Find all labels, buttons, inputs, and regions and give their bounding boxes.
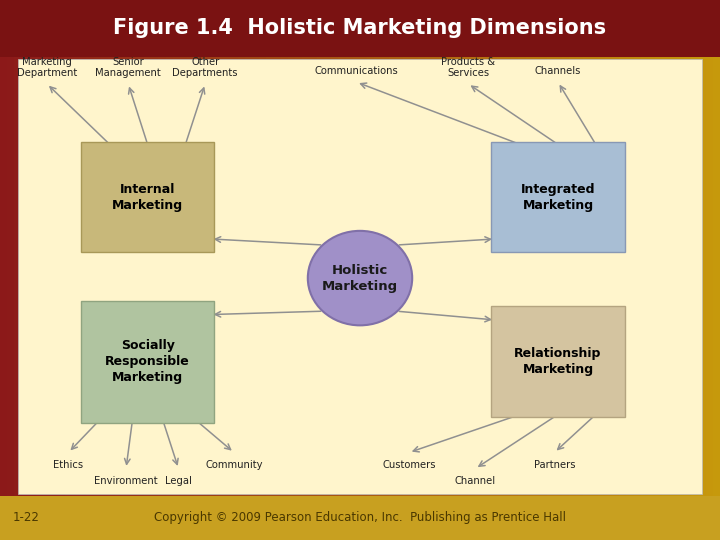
Text: Environment: Environment bbox=[94, 476, 158, 487]
Ellipse shape bbox=[307, 231, 412, 325]
Text: Other
Departments: Other Departments bbox=[173, 57, 238, 78]
Text: Senior
Management: Senior Management bbox=[95, 57, 161, 78]
Text: 1-22: 1-22 bbox=[13, 511, 40, 524]
Text: Ethics: Ethics bbox=[53, 460, 84, 470]
Text: Channel: Channel bbox=[454, 476, 496, 487]
Bar bbox=[18, 59, 702, 494]
Text: Relationship
Marketing: Relationship Marketing bbox=[514, 347, 602, 376]
Text: Figure 1.4  Holistic Marketing Dimensions: Figure 1.4 Holistic Marketing Dimensions bbox=[114, 18, 606, 38]
Text: Copyright © 2009 Pearson Education, Inc.  Publishing as Prentice Hall: Copyright © 2009 Pearson Education, Inc.… bbox=[154, 511, 566, 524]
Bar bbox=[0, 496, 720, 540]
FancyBboxPatch shape bbox=[491, 141, 624, 252]
Text: Products &
Services: Products & Services bbox=[441, 57, 495, 78]
Text: Socially
Responsible
Marketing: Socially Responsible Marketing bbox=[105, 339, 190, 384]
FancyBboxPatch shape bbox=[491, 306, 624, 417]
Text: Holistic
Marketing: Holistic Marketing bbox=[322, 264, 398, 293]
Text: Channels: Channels bbox=[535, 65, 581, 76]
Text: Customers: Customers bbox=[382, 460, 436, 470]
FancyBboxPatch shape bbox=[81, 301, 215, 422]
Text: Partners: Partners bbox=[534, 460, 575, 470]
Text: Community: Community bbox=[205, 460, 263, 470]
Text: Legal: Legal bbox=[165, 476, 192, 487]
Text: Communications: Communications bbox=[315, 65, 398, 76]
Text: Integrated
Marketing: Integrated Marketing bbox=[521, 183, 595, 212]
Text: Marketing
Department: Marketing Department bbox=[17, 57, 77, 78]
Bar bbox=[0, 0, 720, 57]
Text: Internal
Marketing: Internal Marketing bbox=[112, 183, 183, 212]
FancyBboxPatch shape bbox=[81, 141, 215, 252]
